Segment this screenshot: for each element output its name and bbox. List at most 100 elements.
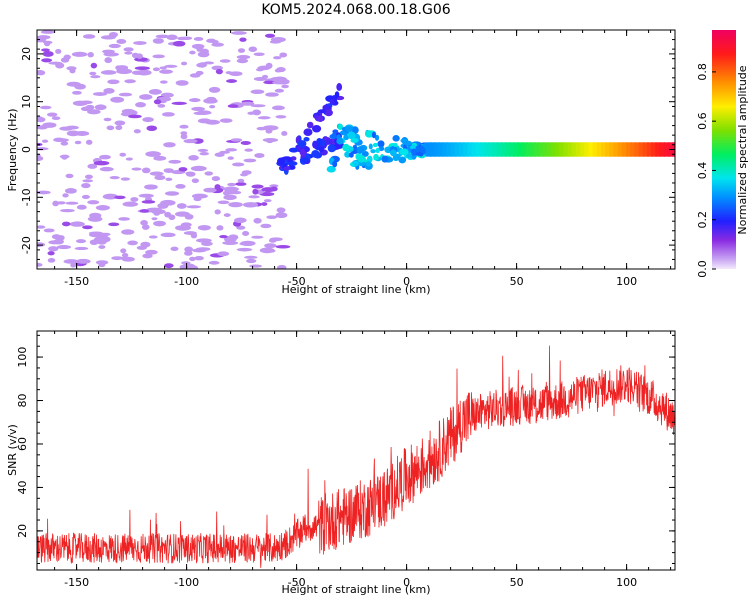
spectrogram-patch [141,200,156,204]
spectrogram-patch [274,88,285,93]
spectrogram-patch [179,124,189,129]
spectrogram-patch [183,139,198,144]
spectrogram-marks [37,30,675,269]
spectrogram-patch [273,56,282,60]
spectrogram-patch [343,134,350,141]
spectrogram-patch [160,232,176,238]
spectrogram-patch [356,146,365,154]
spectrogram-patch [236,55,251,60]
spectrogram-patch [103,117,112,122]
spectrogram-patch [41,139,49,143]
spectrogram-patch [98,245,106,249]
spectrogram-patch [225,148,238,152]
spectrogram-patch [217,200,230,205]
spectrogram-patch [260,223,272,229]
x-tick-label: -50 [288,275,306,288]
spectrogram-patch [74,246,89,251]
spectrogram-patch [37,190,51,195]
spectrogram-patch [164,64,178,68]
spectrogram-patch [381,155,389,163]
colorbar-tick-label: 0.6 [696,112,709,130]
spectrogram-patch [223,194,237,201]
spectrogram-patch [188,155,199,161]
spectrogram-patch [122,201,139,207]
spectrogram-patch [157,202,169,209]
spectrogram-xlabel: Height of straight line (km) [281,283,430,296]
spectrogram-band-cell [454,142,461,157]
spectrogram-patch [87,109,101,115]
spectrogram-band-cell [605,142,612,157]
spectrogram-patch [299,157,309,163]
spectrogram-patch [201,241,213,246]
spectrogram-patch [80,106,91,112]
spectrogram-patch [165,177,173,182]
spectrogram-patch [193,196,202,202]
spectrogram-patch [164,211,172,218]
spectrogram-patch [65,201,79,205]
snr-panel: -150 -100 -50 0 50 100 20 40 60 80 100 Height of s… [6,330,676,596]
spectrogram-band-cell [659,142,666,157]
spectrogram-patch [244,255,258,259]
spectrogram-patch [95,205,110,211]
spectrogram-patch [193,36,204,41]
y-tick-label: -20 [20,236,33,254]
spectrogram-patch [374,134,380,141]
spectrogram-band-cell [500,142,507,157]
spectrogram-patch [347,131,356,140]
spectrogram-band-cell [542,142,549,157]
spectrogram-band-cell [459,142,466,157]
spectrogram-band-cell [504,142,511,157]
spectrogram-patch [372,142,378,148]
spectrogram-patch [231,31,247,35]
spectrogram-patch [336,83,343,91]
spectrogram-patch [229,71,243,77]
spectrogram-patch [157,103,166,108]
spectrogram-patch [42,40,53,45]
spectrogram-patch [281,130,288,136]
spectrogram-patch [90,75,101,79]
spectrogram-patch [352,144,358,152]
spectrogram-patch [53,238,64,245]
spectrogram-patch [215,68,223,75]
spectrogram-band-cell [626,142,633,157]
spectrogram-patch [175,225,192,231]
x-tick-label: -100 [174,275,199,288]
spectrogram-patch [236,247,253,252]
spectrogram-patch [160,92,174,98]
spectrogram-patch [159,80,168,84]
spectrogram-patch [102,193,119,200]
spectrogram-patch [227,156,234,160]
spectrogram-patch [119,152,127,157]
spectrogram-band-cell [613,142,620,157]
spectrogram-patch [140,241,151,248]
spectrogram-patch [253,76,267,81]
spectrogram-patch [248,195,260,199]
spectrogram-patch [303,128,313,137]
spectrogram-patch [311,150,320,158]
spectrogram-band-cell [446,142,453,157]
colorbar-label: Normalized spectral amplitude [736,65,749,234]
spectrogram-band-cell [429,142,436,157]
spectrogram-patch [170,246,179,252]
spectrogram-patch [265,92,279,97]
spectrogram-patch [303,137,310,142]
spectrogram-band-cell [530,142,537,157]
spectrogram-patch [42,51,54,57]
spectrogram-patch [114,120,126,126]
spectrogram-patch [139,209,150,213]
spectrogram-patch [237,48,246,53]
spectrogram-patch [102,49,115,54]
colorbar-gradient [712,30,736,269]
spectrogram-patch [153,220,166,227]
spectrogram-band-cell [609,142,616,157]
spectrogram-patch [109,175,120,180]
spectrogram-patch [146,207,162,212]
colorbar-tick-label: 0.0 [696,260,709,278]
x-tick-label: -150 [64,576,89,589]
spectrogram-patch [118,92,133,97]
x-tick-label: 100 [616,275,637,288]
spectrogram-band-cell [496,142,503,157]
spectrogram-band-cell [601,142,608,157]
spectrogram-patch [240,140,251,145]
